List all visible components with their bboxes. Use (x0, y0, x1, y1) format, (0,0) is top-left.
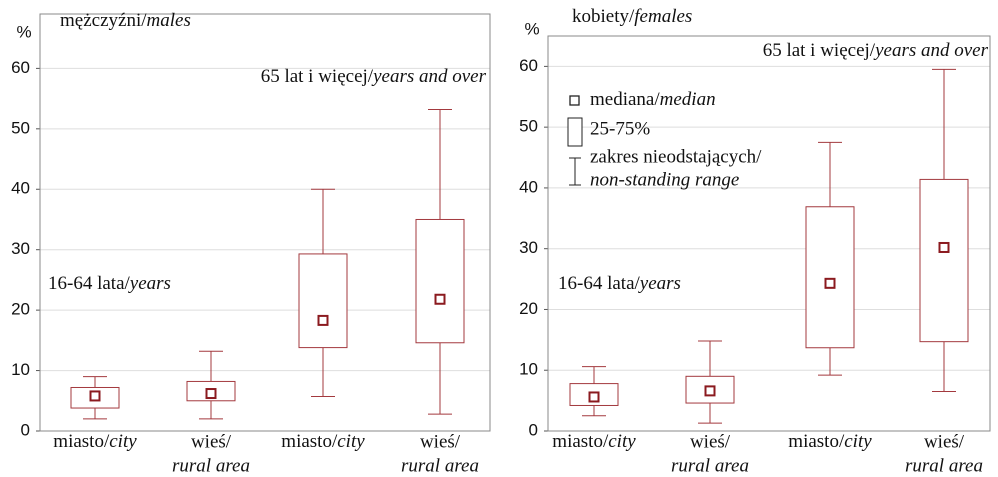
chart-title: mężczyźni/males (60, 10, 191, 31)
box (919, 178, 969, 343)
x-tick-label: rural area (905, 455, 983, 476)
y-tick-label: 0 (529, 420, 538, 439)
x-tick-label-part: city (337, 431, 365, 452)
y-axis-label: % (16, 22, 31, 41)
y-tick-label: 50 (519, 117, 538, 136)
y-tick-label: 40 (11, 179, 30, 198)
plot-frame (39, 13, 491, 432)
median-marker (824, 277, 836, 289)
legend-label: non-standing range (590, 169, 739, 190)
chart-title-part: kobiety/ (572, 6, 635, 27)
x-tick-label: wieś/ (924, 431, 965, 452)
legend-label-part: median (660, 89, 716, 110)
annotation-part: years and over (371, 66, 487, 87)
y-tick-label: 20 (519, 299, 538, 318)
annotation-part: years (638, 273, 681, 294)
x-tick-label-part: city (109, 431, 137, 452)
y-axis-label: % (524, 19, 539, 38)
x-tick-label-part: miasto/ (53, 431, 110, 452)
x-tick-label-part: city (844, 431, 872, 452)
annotation: 16-64 lata/years (48, 273, 171, 294)
legend-range-icon (569, 157, 581, 186)
x-tick-label-part: miasto/ (281, 431, 338, 452)
y-tick-label: 60 (11, 58, 30, 77)
y-tick-label: 10 (11, 360, 30, 379)
x-tick-label: rural area (172, 455, 250, 476)
annotation: 65 lat i więcej/years and over (261, 66, 487, 87)
x-tick-label: miasto/city (788, 431, 872, 452)
x-tick-label-part: city (608, 431, 636, 452)
median-marker (434, 293, 446, 305)
y-tick-label: 0 (21, 420, 30, 439)
chart-title-part: females (634, 6, 692, 27)
legend-label: 25-75% (590, 118, 650, 139)
y-tick-label: 60 (519, 56, 538, 75)
x-tick-label: miasto/city (53, 431, 137, 452)
annotation: 16-64 lata/years (558, 273, 681, 294)
y-tick-label: 20 (11, 300, 30, 319)
median-marker (704, 385, 716, 397)
y-tick-label: 40 (519, 177, 538, 196)
x-tick-label: rural area (401, 455, 479, 476)
box (805, 206, 855, 349)
y-tick-label: 30 (11, 239, 30, 258)
median-marker (89, 390, 101, 402)
x-tick-label-part: miasto/ (552, 431, 609, 452)
chart-title: kobiety/females (572, 6, 692, 27)
y-tick-label: 10 (519, 360, 538, 379)
x-tick-label: miasto/city (552, 431, 636, 452)
x-tick-label: wieś/ (191, 431, 232, 452)
annotation-part: 65 lat i więcej/ (261, 66, 374, 87)
y-tick-label: 50 (11, 118, 30, 137)
annotation-part: years (128, 273, 171, 294)
legend-box-icon (567, 117, 583, 147)
median-marker (317, 314, 329, 326)
x-tick-label-part: miasto/ (788, 431, 845, 452)
median-marker (205, 388, 217, 400)
annotation-part: 65 lat i więcej/ (763, 40, 876, 61)
annotation: 65 lat i więcej/years and over (763, 40, 989, 61)
chart-title-part: males (147, 10, 191, 31)
legend-label-part: mediana/ (590, 89, 660, 110)
annotation-part: 16-64 lata/ (48, 273, 131, 294)
plot-frame (547, 35, 991, 432)
box (298, 253, 348, 349)
box (415, 218, 465, 344)
median-marker (938, 241, 950, 253)
legend-median-icon (569, 95, 580, 106)
x-tick-label: wieś/ (690, 431, 731, 452)
annotation-part: years and over (873, 40, 989, 61)
legend-label: mediana/median (590, 89, 716, 110)
legend-label: zakres nieodstających/ (590, 146, 762, 167)
median-marker (588, 391, 600, 403)
x-tick-label: wieś/ (420, 431, 461, 452)
x-tick-label: miasto/city (281, 431, 365, 452)
chart-title-part: mężczyźni/ (60, 10, 147, 31)
annotation-part: 16-64 lata/ (558, 273, 641, 294)
y-tick-label: 30 (519, 238, 538, 257)
x-tick-label: rural area (671, 455, 749, 476)
